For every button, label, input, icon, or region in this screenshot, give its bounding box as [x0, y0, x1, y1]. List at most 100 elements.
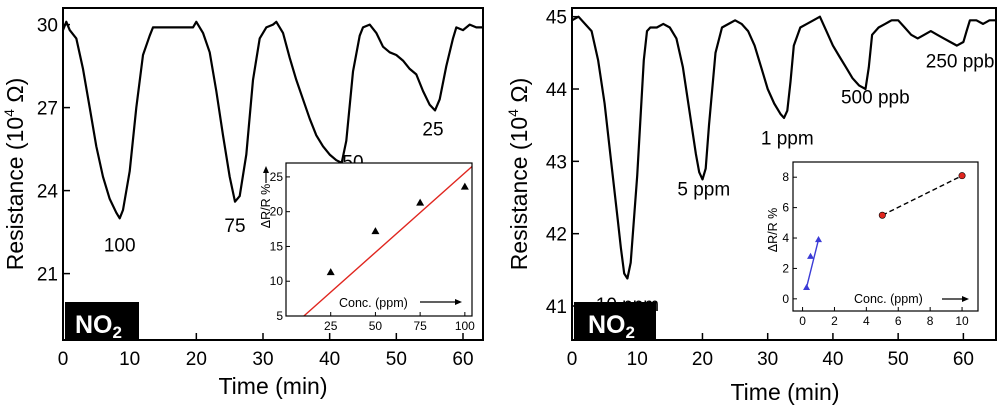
- left-y-tick-label: 27: [37, 99, 58, 120]
- left-inset-x-tick-label: 50: [369, 319, 383, 333]
- left-y-axis-title: Resistance (104 Ω): [1, 78, 28, 270]
- right-inset-y-tick-label: 6: [782, 201, 789, 215]
- right-inset-x-tick-label: 2: [831, 314, 838, 328]
- left-inset-y-tick-label: 15: [270, 239, 284, 253]
- right-y-axis-ticks: 41 42 43 44 45: [546, 8, 579, 318]
- right-inset-x-axis-title: Conc. (ppm): [854, 292, 923, 306]
- left-y-tick-label: 30: [37, 16, 58, 37]
- right-x-tick-label: 0: [567, 349, 578, 370]
- right-inset-low-point: [815, 236, 823, 243]
- right-x-tick-label: 20: [692, 349, 713, 370]
- left-inset-x-axis-title: Conc. (ppm): [339, 296, 408, 310]
- left-inset-background: [286, 163, 472, 316]
- left-x-tick-label: 40: [319, 349, 340, 370]
- right-y-tick-label: 44: [546, 80, 568, 101]
- left-inset-y-tick-label: 25: [270, 170, 284, 184]
- right-y-tick-label: 42: [546, 225, 567, 246]
- right-inset-chart: 0 2 4 6 8 10 0 2 4 6 8 Conc. (ppm) ΔR/R %: [766, 161, 979, 328]
- left-inset-x-arrowhead: [455, 299, 462, 305]
- left-x-tick-label: 0: [58, 349, 69, 370]
- left-inset-data-point: [460, 182, 469, 190]
- left-inset-y-axis-title: ΔR/R %: [259, 184, 273, 228]
- right-concentration-label: 250 ppb: [926, 51, 995, 72]
- left-gas-badge-text: NO2: [75, 311, 122, 342]
- left-x-tick-label: 50: [386, 349, 407, 370]
- left-concentration-label: 75: [224, 216, 245, 237]
- left-inset-x-ticks: 25 50 75 100: [324, 312, 475, 333]
- left-resistance-curve: [61, 20, 483, 220]
- right-y-axis-title: Resistance (104 Ω): [505, 78, 532, 270]
- right-plot-frame: [571, 7, 997, 341]
- left-x-tick-label: 30: [252, 349, 273, 370]
- left-inset-y-ticks: 5 10 15 20 25: [270, 170, 290, 323]
- right-y-tick-label: 45: [546, 8, 567, 29]
- left-inset-data-point: [371, 227, 380, 235]
- right-inset-y-ticks: 0 2 4 6 8: [782, 170, 797, 306]
- left-inset-frame: [285, 162, 473, 317]
- left-inset-fit-line: [303, 165, 473, 317]
- right-inset-low-fit-line: [805, 239, 820, 288]
- left-inset-y-arrowhead: [263, 166, 269, 173]
- left-inset-chart: 25 50 75 100 5 10 15 20 25 Conc. (ppm) ΔR/R %: [259, 162, 475, 333]
- right-inset-low-point: [803, 283, 811, 291]
- right-concentration-label: 500 ppb: [841, 87, 910, 108]
- left-inset-y-tick-label: 20: [270, 205, 284, 219]
- right-concentration-label: 1 ppm: [761, 129, 814, 150]
- left-gas-badge: [65, 302, 139, 340]
- right-inset-frame: [792, 161, 979, 312]
- left-concentration-label: 25: [422, 119, 443, 140]
- left-inset-data-point: [416, 198, 425, 206]
- right-inset-x-ticks: 0 2 4 6 8 10: [799, 307, 969, 328]
- left-chart-panel: 0 10 20 30 40 50 60 21 24 27 30 100 75 50 25 NO2 Tim…: [1, 7, 484, 399]
- right-inset-y-axis-title: ΔR/R %: [766, 208, 780, 252]
- left-x-axis-ticks: 0 10 20 30 40 50 60: [58, 333, 474, 370]
- right-inset-y-tick-label: 8: [782, 170, 789, 184]
- left-x-tick-label: 20: [186, 349, 207, 370]
- left-inset-x-tick-label: 25: [324, 319, 338, 333]
- right-inset-y-tick-label: 2: [782, 261, 789, 275]
- right-inset-points: [803, 172, 966, 291]
- right-inset-high-point: [878, 211, 886, 219]
- right-concentration-label: 5 ppm: [677, 179, 730, 200]
- right-y-tick-label: 41: [546, 297, 567, 318]
- right-inset-low-point: [807, 252, 815, 259]
- right-inset-x-tick-label: 6: [895, 314, 902, 328]
- left-inset-data-point: [326, 268, 335, 276]
- left-inset-x-tick-label: 100: [455, 319, 475, 333]
- right-x-tick-label: 60: [953, 349, 974, 370]
- right-x-tick-label: 30: [757, 349, 778, 370]
- right-gas-badge-text: NO2: [588, 311, 635, 342]
- right-inset-high-point: [958, 172, 966, 180]
- left-plot-frame: [62, 7, 484, 341]
- right-inset-x-tick-label: 0: [799, 314, 806, 328]
- right-inset-x-arrowhead: [962, 296, 969, 302]
- right-x-axis-title: Time (min): [730, 379, 839, 405]
- right-inset-x-tick-label: 10: [955, 314, 969, 328]
- right-inset-high-fit-line: [881, 175, 963, 216]
- left-x-tick-label: 60: [452, 349, 473, 370]
- right-gas-badge: [574, 302, 656, 340]
- right-inset-y-tick-label: 0: [782, 292, 789, 306]
- left-y-axis-ticks: 21 24 27 30: [37, 16, 70, 286]
- left-x-axis-title: Time (min): [218, 373, 327, 399]
- right-inset-x-tick-label: 4: [863, 314, 870, 328]
- right-inset-x-tick-label: 8: [927, 314, 934, 328]
- left-inset-x-tick-label: 75: [413, 319, 427, 333]
- right-resistance-curve: [571, 15, 996, 280]
- right-x-tick-label: 50: [888, 349, 909, 370]
- left-inset-y-tick-label: 5: [276, 309, 283, 323]
- right-x-tick-label: 10: [627, 349, 648, 370]
- left-y-tick-label: 24: [37, 182, 59, 203]
- right-x-tick-label: 40: [822, 349, 843, 370]
- left-y-tick-label: 21: [37, 265, 58, 286]
- right-inset-y-tick-label: 4: [782, 231, 789, 245]
- right-y-tick-label: 43: [546, 152, 567, 173]
- left-x-tick-label: 10: [119, 349, 140, 370]
- right-inset-background: [793, 162, 978, 311]
- right-x-axis-ticks: 0 10 20 30 40 50 60: [567, 333, 974, 370]
- left-inset-y-tick-label: 10: [270, 274, 284, 288]
- left-inset-points: [326, 182, 469, 276]
- left-concentration-label: 100: [104, 235, 136, 256]
